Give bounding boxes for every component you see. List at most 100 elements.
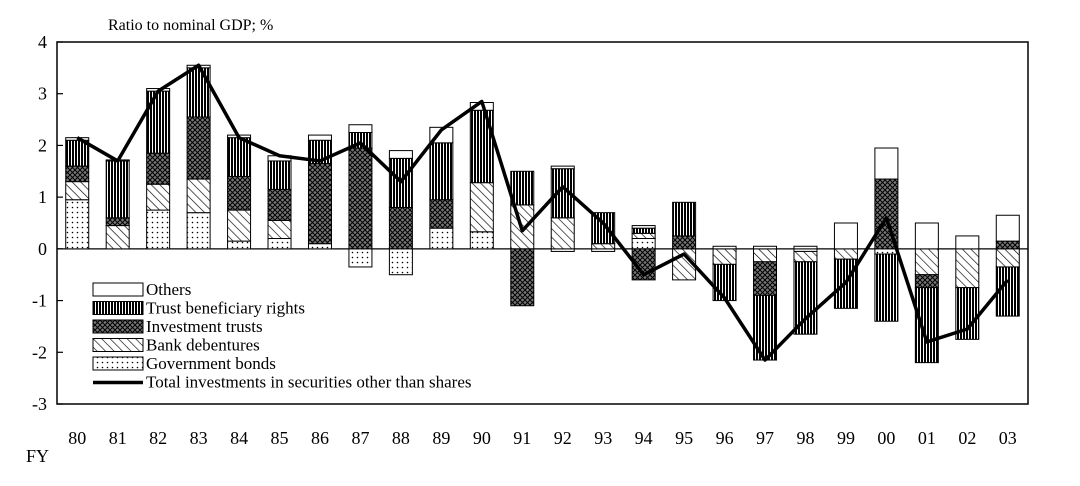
bar-segment [874, 248, 899, 255]
bar-segment [429, 142, 454, 201]
x-tick-label: 91 [513, 428, 531, 448]
bar-segment [348, 124, 373, 134]
x-tick-label: 89 [432, 428, 450, 448]
bar-segment [388, 206, 413, 250]
y-axis-label: Ratio to nominal GDP; % [108, 17, 273, 34]
x-tick-label: 96 [716, 428, 734, 448]
x-tick-label: 81 [109, 428, 127, 448]
bar-segment [65, 199, 90, 250]
bar-segment [227, 175, 252, 211]
legend-label: Investment trusts [146, 317, 263, 336]
bar-segment [914, 287, 939, 364]
bar-segment [955, 235, 980, 250]
y-tick-label: 1 [38, 187, 47, 207]
legend-swatch [92, 301, 144, 315]
y-tick-label: -3 [32, 394, 47, 414]
bar-segment [793, 261, 818, 335]
bar-segment [469, 182, 494, 233]
bar-segment [631, 238, 656, 250]
bar-segment [510, 170, 535, 206]
bar-segment [186, 116, 211, 180]
y-axis-ticks: 4 3 2 1 0 -1 -2 -3 [32, 32, 63, 414]
legend-label: Government bonds [146, 354, 276, 373]
legend-swatch [92, 356, 144, 371]
x-tick-label: 84 [230, 428, 248, 448]
legend-label: Others [146, 280, 191, 299]
bar-segment [631, 227, 656, 234]
legend-swatch [92, 338, 144, 352]
bars [65, 64, 1020, 364]
bar-segment [793, 245, 818, 250]
bar-segment [307, 243, 332, 250]
bar-segment [429, 199, 454, 229]
bar-segment [833, 248, 858, 260]
bar-segment [267, 188, 292, 221]
bar-segment [388, 150, 413, 159]
bar-segment [469, 109, 494, 184]
bar-segment [348, 147, 373, 250]
x-tick-label: 85 [271, 428, 289, 448]
legend-swatch [92, 282, 144, 297]
bar-segment [267, 238, 292, 250]
x-tick-label: 97 [756, 428, 774, 448]
bar-segment [65, 165, 90, 183]
bar-segment [348, 248, 373, 268]
x-tick-label: 90 [473, 428, 491, 448]
y-tick-label: 2 [38, 135, 47, 155]
bar-segment [227, 240, 252, 250]
bar-segment [631, 225, 656, 229]
bar-segment [672, 201, 697, 237]
bar-segment [186, 178, 211, 214]
bar-segment [146, 90, 171, 154]
bar-segment [186, 212, 211, 250]
bar-segment [227, 137, 252, 177]
bar-segment [955, 248, 980, 289]
x-axis-label: FY [26, 446, 49, 466]
x-tick-label: 88 [392, 428, 410, 448]
y-tick-label: -1 [32, 291, 47, 311]
bar-segment [914, 248, 939, 276]
bar-segment [388, 248, 413, 276]
bar-segment [105, 217, 130, 227]
total-line [76, 63, 1010, 362]
x-tick-label: 83 [190, 428, 208, 448]
bar-segment [510, 248, 535, 307]
x-tick-label: 92 [554, 428, 572, 448]
bar-segment [753, 248, 778, 263]
legend-label: Trust beneficiary rights [146, 299, 305, 318]
bar-segment [995, 214, 1020, 242]
bar-segment [105, 160, 130, 219]
y-tick-label: 4 [38, 32, 47, 52]
x-tick-label: 99 [837, 428, 855, 448]
bar-segment [753, 245, 778, 250]
x-tick-label: 80 [68, 428, 86, 448]
legend-label: Total investments in securities other th… [146, 373, 472, 392]
x-tick-label: 82 [149, 428, 167, 448]
bar-segment [146, 183, 171, 211]
bar-segment [186, 67, 211, 118]
bar-segment [591, 243, 616, 250]
bar-segment [550, 217, 575, 250]
bar-segment [591, 212, 616, 245]
x-axis-ticks: 80 81 82 83 84 85 86 87 88 89 90 91 92 93 94 95 96 97 98 99… [68, 428, 1017, 448]
x-tick-label: 86 [311, 428, 329, 448]
plot-frame [56, 41, 1029, 405]
bar-segment [995, 240, 1020, 250]
bar-segment [712, 248, 737, 265]
x-tick-label: 02 [958, 428, 976, 448]
bar-segment [914, 274, 939, 289]
legend-label: Bank debentures [146, 336, 260, 355]
bar-segment [429, 227, 454, 250]
legend-swatch [92, 319, 144, 334]
bar-segment [874, 147, 899, 180]
bar-segment [469, 231, 494, 250]
x-tick-label: 87 [351, 428, 369, 448]
x-tick-label: 01 [918, 428, 936, 448]
bar-segment [307, 163, 332, 245]
bar-segment [712, 245, 737, 250]
x-tick-label: 95 [675, 428, 693, 448]
bar-segment [307, 134, 332, 141]
x-tick-label: 94 [635, 428, 653, 448]
bar-segment [672, 235, 697, 250]
